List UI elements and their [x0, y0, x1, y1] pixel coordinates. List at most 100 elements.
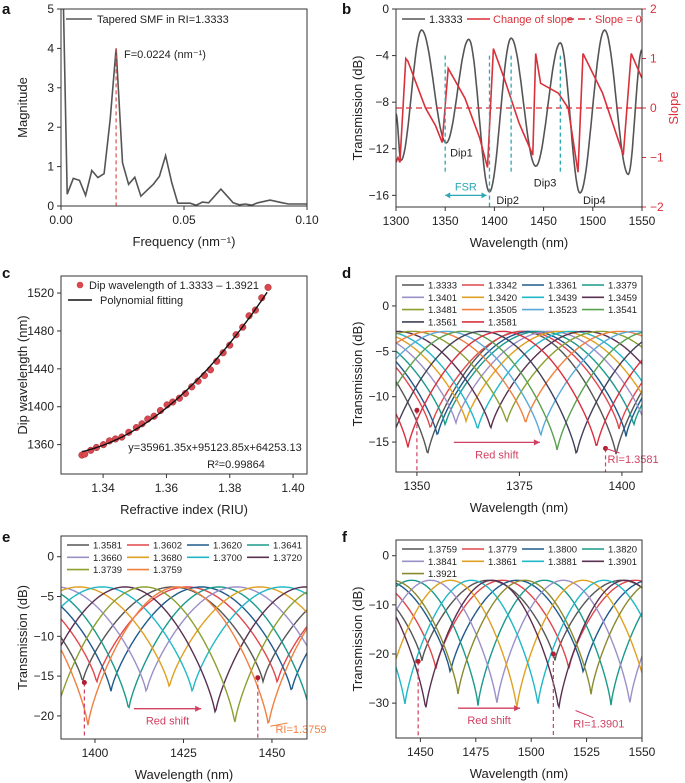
series-line [61, 586, 307, 723]
fit-line [81, 291, 268, 453]
plot-frame [60, 8, 308, 207]
panel-label: b [342, 1, 351, 18]
y-tick-label: 0 [382, 549, 389, 563]
legend-label: 1.3779 [488, 545, 517, 556]
x-tick-label: 1350 [432, 214, 459, 228]
y-tick-label: −10 [34, 629, 55, 643]
x-tick-label: 1.40 [281, 481, 305, 495]
y-tick-label: −20 [369, 647, 390, 661]
y-tick-label: 3 [47, 81, 54, 95]
y-tick-label: −5 [375, 344, 389, 358]
legend-label: 1.3342 [488, 281, 517, 292]
y-tick-label: −10 [369, 598, 390, 612]
legend-label: 1.3561 [428, 317, 457, 328]
x-tick-label: 0.00 [49, 213, 73, 227]
legend-label: 1.3361 [548, 281, 577, 292]
x-tick-label: 1450 [530, 214, 557, 228]
y-axis-label: Magnitude [15, 77, 30, 138]
data-point [264, 283, 272, 291]
red-shift-label: Red shift [475, 449, 518, 461]
x-tick-label: 1425 [170, 746, 197, 760]
right-y-axis-label: Slope [666, 91, 681, 124]
y-tick-label: 5 [47, 2, 54, 16]
plot-frame [60, 535, 308, 740]
legend-label: 1.3660 [93, 553, 122, 564]
y-tick-label: −4 [375, 49, 389, 63]
plot-frame [395, 8, 643, 208]
legend-label: 1.3602 [153, 541, 182, 552]
x-tick-label: 0.05 [172, 213, 196, 227]
ri-pointer [605, 447, 620, 454]
y-tick-label: −5 [40, 590, 54, 604]
series-line [396, 330, 642, 430]
legend-label: Polynomial fitting [100, 295, 183, 307]
y-tick-label: 2 [47, 120, 54, 134]
r-squared: R²=0.99864 [207, 459, 265, 471]
arrowhead [514, 705, 521, 712]
panel-c: c 1.34 1.36 1.38 1.40 1360 1400 1440 1480 1520 Ref… [2, 265, 308, 517]
y-tick-label: 1480 [27, 324, 54, 338]
y-axis-label: Transmission (dB) [350, 322, 365, 427]
y-tick-label: 4 [47, 41, 54, 55]
legend-label: 1.3800 [548, 545, 577, 556]
fit-equation: y=35961.35x+95123.85x+64253.13 [128, 442, 301, 454]
legend-label: 1.3541 [608, 305, 637, 316]
legend-label: 1.3759 [153, 565, 182, 576]
legend-label: Tapered SMF in RI=1.3333 [97, 14, 229, 26]
panel-label: c [2, 265, 10, 282]
plot-area [62, 9, 307, 206]
legend-swatch [76, 281, 84, 289]
series-line [396, 330, 642, 448]
x-tick-label: 1400 [82, 746, 109, 760]
y-axis-label: Transmission (dB) [350, 587, 365, 692]
series-line [396, 579, 642, 710]
y-tick-label: 0 [47, 199, 54, 213]
legend-label: 1.3333 [429, 14, 463, 26]
x-tick-label: 0.10 [295, 213, 319, 227]
dip-label: Dip4 [583, 195, 606, 207]
x-axis-label: Wavelength (nm) [470, 766, 569, 781]
legend-label: 1.3333 [428, 281, 457, 292]
y-tick-label: −20 [34, 709, 55, 723]
panel-f: f 1450 1475 1500 1525 1550 0 −10 −20 −30 Wavelengt… [342, 529, 656, 781]
legend-label: 1.3901 [608, 557, 637, 568]
y-axis-label: Dip wavelength (nm) [15, 315, 30, 434]
x-tick-label: 1.34 [91, 481, 115, 495]
panel-label: d [342, 265, 351, 282]
plot-area [61, 586, 307, 726]
x-tick-label: 1475 [462, 745, 489, 759]
y-tick-label: 1400 [27, 400, 54, 414]
x-tick-label: 1300 [383, 214, 410, 228]
y-tick-label: 1 [47, 160, 54, 174]
y-tick-label: −30 [369, 696, 390, 710]
plot-area [396, 330, 642, 455]
dip-marker [550, 651, 556, 657]
plot-frame [395, 539, 643, 739]
dip-label: Dip2 [496, 195, 519, 207]
panel-a: a 0.00 0.05 0.10 0 1 2 3 4 5 Frequency (nm⁻¹) Magni… [2, 1, 319, 249]
x-axis-label: Refractive index (RIU) [120, 502, 248, 517]
y-tick-label: −15 [369, 435, 390, 449]
legend-label: 1.3581 [488, 317, 517, 328]
data-point [226, 341, 234, 349]
series-line [396, 330, 642, 426]
y-tick-label: 0 [382, 299, 389, 313]
y-tick-label: 1440 [27, 362, 54, 376]
right-y-tick-label: −1 [650, 151, 664, 165]
panel-d: d 1350 1375 1400 0 −5 −10 −15 Wavelength (nm) Tra… [342, 265, 659, 515]
series-line [396, 330, 642, 424]
series-line [61, 586, 307, 726]
x-tick-label: 1500 [579, 214, 606, 228]
y-tick-label: 1520 [27, 286, 54, 300]
legend-label: 1.3420 [488, 293, 517, 304]
ri-pointer [575, 710, 594, 719]
data-point [194, 377, 202, 385]
y-tick-label: −16 [369, 188, 390, 202]
y-tick-label: 0 [382, 2, 389, 16]
panel-label: a [2, 1, 11, 18]
panel-label: f [342, 529, 348, 546]
legend-label: 1.3841 [428, 557, 457, 568]
dip-marker [255, 675, 261, 681]
series-line [396, 330, 642, 437]
